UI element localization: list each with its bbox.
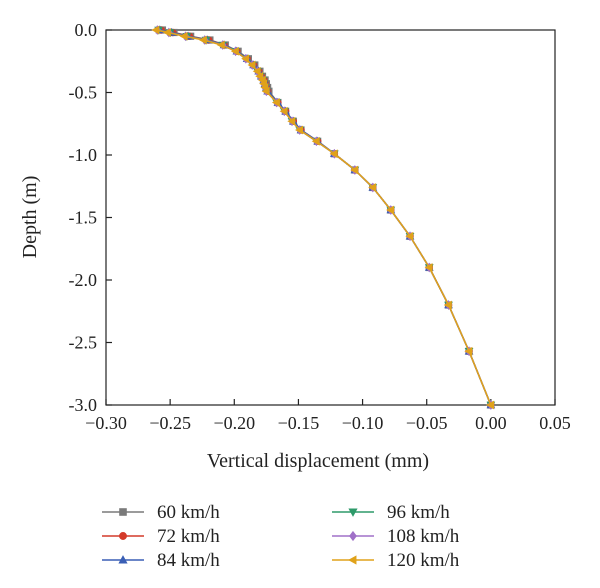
legend-marker [348,508,358,517]
series-line [157,29,492,406]
data-point [230,46,239,56]
legend: 60 km/h 72 km/h 84 km/h 96 km/h 108 km/h 120 … [102,502,460,571]
series-120-km-h [151,25,495,410]
data-point [247,60,256,70]
data-point [443,300,452,310]
series-line [162,29,492,406]
legend-marker [348,555,357,565]
y-tick-label: -1.5 [69,208,98,228]
legend-label: 84 km/h [157,550,220,571]
data-point [405,231,414,241]
data-point [329,149,338,159]
data-point [464,346,473,356]
plot-area: −0.30 −0.25 −0.20 −0.15 −0.10 −0.05 0.00 0.05 0.… [69,20,571,433]
legend-item: 72 km/h [102,526,220,547]
x-tick-label: −0.20 [213,413,255,433]
y-axis-label: Depth (m) [19,176,41,259]
plot-frame [105,29,556,406]
data-point [252,66,261,76]
series-line [158,29,492,406]
legend-label: 120 km/h [387,550,460,571]
data-point [279,106,288,116]
legend-label: 96 km/h [387,502,450,523]
legend-label: 72 km/h [157,526,220,547]
legend-item: 108 km/h [332,526,460,547]
data-point [255,71,264,81]
y-tick-label: -3.0 [69,395,98,415]
legend-marker [119,508,127,516]
legend-marker [119,532,127,540]
y-tick-label: 0.0 [75,20,98,40]
series-60-km-h [158,26,495,409]
legend-item: 96 km/h [332,502,450,523]
x-tick-label: −0.10 [342,413,384,433]
series-line [155,29,492,406]
data-point [295,125,303,135]
data-point [162,28,171,37]
series-line [161,29,492,406]
x-tick-label: −0.05 [406,413,448,433]
data-point [198,35,207,45]
data-point [386,205,395,215]
legend-label: 108 km/h [387,526,460,547]
legend-marker [118,555,128,564]
data-point [486,400,495,410]
data-point [287,116,296,126]
data-point [311,136,320,146]
x-tick-label: −0.25 [149,413,191,433]
y-tick-label: -2.5 [69,333,98,353]
x-tick-label: −0.15 [278,413,320,433]
series-96-km-h [154,26,496,410]
series-72-km-h [157,26,495,409]
series-84-km-h [155,25,496,409]
data-point [271,98,280,107]
data-point [241,54,250,64]
data-point [179,31,188,41]
legend-item: 84 km/h [102,550,220,571]
data-point [216,40,225,50]
legend-marker [349,530,357,542]
x-tick-label: 0.05 [539,413,571,433]
x-tick-label: 0.00 [475,413,507,433]
legend-item: 60 km/h [102,502,220,523]
data-point [368,183,377,192]
y-tick-label: -2.0 [69,270,98,290]
data-point [350,165,359,175]
y-tick-label: -1.0 [69,145,98,165]
legend-item: 120 km/h [332,550,460,571]
series-108-km-h [153,25,495,410]
x-tick-label: −0.30 [85,413,127,433]
data-point [261,86,270,96]
series-line [159,29,492,406]
data-point [424,263,433,272]
x-axis-label: Vertical displacement (mm) [207,450,429,472]
legend-label: 60 km/h [157,502,220,523]
data-point [151,25,160,35]
y-tick-label: -0.5 [69,83,98,103]
